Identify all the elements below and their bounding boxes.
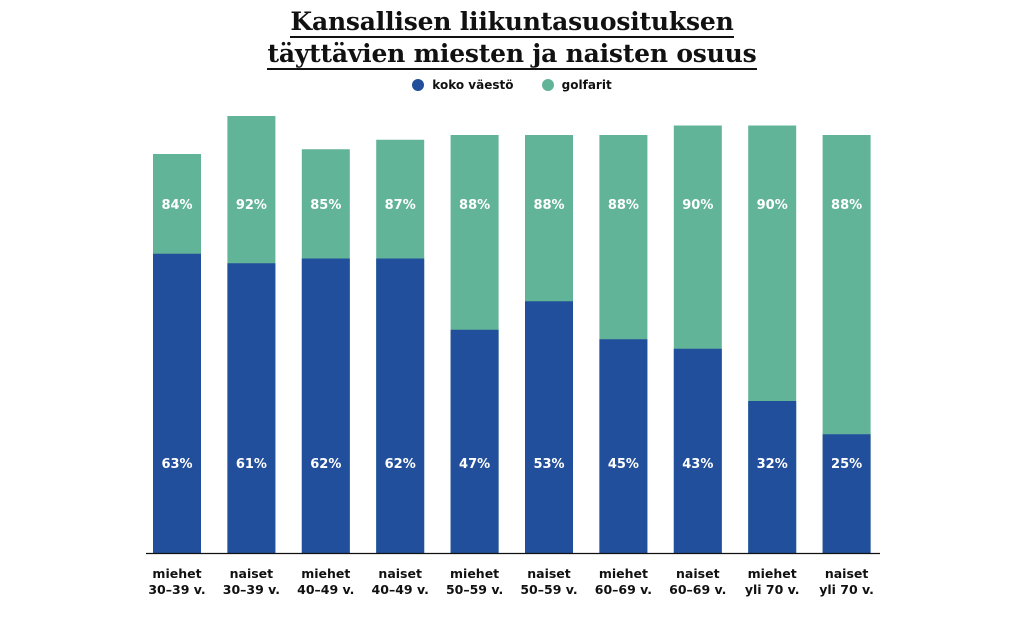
data-label-golfarit-1: 92% [236, 198, 267, 213]
data-label-golfarit-3: 87% [385, 198, 416, 213]
data-label-koko-vaesto-9: 25% [831, 457, 862, 472]
bar-koko-vaesto-5 [525, 301, 573, 553]
data-label-golfarit-0: 84% [161, 198, 192, 213]
legend-swatch-green [541, 79, 554, 91]
data-label-koko-vaesto-2: 62% [310, 457, 341, 472]
x-tick-label-age: yli 70 v. [819, 582, 874, 597]
legend-item-koko-vaesto: koko väestö [412, 78, 513, 92]
x-tick-label-group: naiset [527, 566, 571, 581]
legend-label-golfarit: golfarit [561, 78, 612, 92]
x-tick-label-group: miehet [152, 566, 202, 581]
bar-koko-vaesto-0 [153, 253, 201, 553]
x-tick-label-age: 40–49 v. [371, 582, 429, 597]
x-tick-label-group: naiset [378, 566, 422, 581]
x-tick-label-6: miehet 60–69 v. [583, 566, 663, 598]
data-label-koko-vaesto-4: 47% [459, 457, 490, 472]
x-tick-label-age: 50–59 v. [520, 582, 578, 597]
bar-koko-vaesto-4 [450, 329, 499, 553]
bar-koko-vaesto-3 [376, 258, 425, 553]
x-tick-label-age: 30–39 v. [222, 582, 281, 597]
data-label-golfarit-6: 88% [608, 198, 639, 213]
chart-title-line-1: Kansallisen liikuntasuosituksen [290, 7, 734, 38]
legend-item-golfarit: golfarit [541, 78, 612, 92]
data-label-koko-vaesto-5: 53% [533, 457, 564, 472]
x-tick-label-4: miehet 50–59 v. [435, 566, 515, 598]
legend-swatch-blue [412, 79, 425, 91]
x-tick-label-age: 40–49 v. [297, 582, 355, 597]
x-tick-label-5: naiset 50–59 v. [509, 566, 589, 598]
data-label-golfarit-2: 85% [310, 198, 341, 213]
data-label-golfarit-4: 88% [459, 198, 490, 213]
data-label-koko-vaesto-6: 45% [608, 457, 639, 472]
x-tick-label-group: naiset [229, 566, 274, 581]
bar-koko-vaesto-2 [301, 258, 350, 553]
x-tick-label-age: 30–39 v. [148, 582, 206, 597]
data-label-golfarit-5: 88% [533, 198, 564, 213]
data-label-koko-vaesto-1: 61% [236, 457, 267, 472]
x-tick-label-group: miehet [301, 566, 351, 581]
data-label-koko-vaesto-0: 63% [161, 457, 192, 472]
bar-koko-vaesto-9 [822, 434, 871, 553]
x-tick-label-age: 60–69 v. [669, 582, 727, 597]
data-label-koko-vaesto-8: 32% [757, 457, 788, 472]
bar-koko-vaesto-7 [673, 348, 722, 553]
x-tick-label-group: miehet [598, 566, 648, 581]
data-label-koko-vaesto-7: 43% [682, 457, 713, 472]
x-tick-label-age: yli 70 v. [744, 582, 800, 597]
data-label-koko-vaesto-3: 62% [385, 457, 416, 472]
x-tick-label-8: miehet yli 70 v. [732, 566, 812, 598]
x-tick-label-1: naiset 30–39 v. [211, 566, 291, 598]
x-tick-label-9: naiset yli 70 v. [807, 566, 887, 598]
x-tick-label-age: 60–69 v. [594, 582, 653, 597]
bar-koko-vaesto-1 [227, 263, 276, 553]
data-label-golfarit-9: 88% [831, 198, 862, 213]
x-tick-label-group: miehet [747, 566, 797, 581]
chart-legend: koko väestö golfarit [0, 78, 1024, 94]
bar-koko-vaesto-6 [599, 339, 648, 553]
data-label-golfarit-7: 90% [682, 198, 713, 213]
x-tick-label-group: naiset [676, 566, 720, 581]
legend-label-koko-vaesto: koko väestö [432, 78, 514, 92]
chart-title-line-2: täyttävien miesten ja naisten osuus [267, 39, 757, 70]
x-tick-label-group: miehet [450, 566, 500, 581]
x-tick-label-group: naiset [824, 566, 869, 581]
bar-koko-vaesto-8 [748, 401, 797, 553]
data-label-golfarit-8: 90% [757, 198, 788, 213]
x-tick-label-3: naiset 40–49 v. [360, 566, 440, 598]
chart-title: Kansallisen liikuntasuosituksen täyttävi… [0, 6, 1024, 70]
x-tick-label-0: miehet 30–39 v. [137, 566, 217, 598]
x-tick-label-age: 50–59 v. [445, 582, 504, 597]
x-tick-label-7: naiset 60–69 v. [658, 566, 738, 598]
x-tick-label-2: miehet 40–49 v. [286, 566, 366, 598]
